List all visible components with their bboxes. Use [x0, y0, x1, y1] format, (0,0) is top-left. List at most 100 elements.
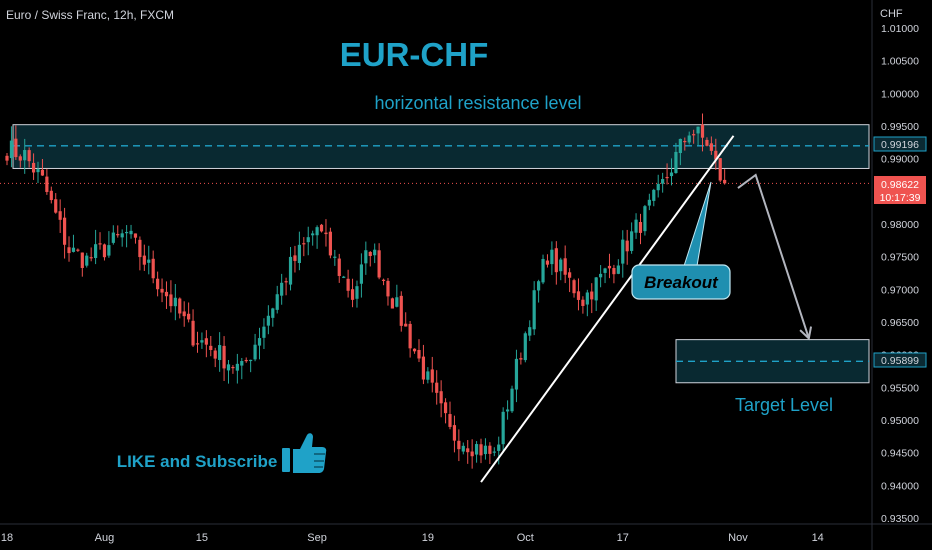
chart-title: EUR-CHF [340, 36, 488, 73]
candle-body [302, 243, 306, 245]
x-tick-label: 19 [422, 532, 434, 544]
resistance-price-tag: 0.99196 [873, 136, 927, 152]
x-tick-label: Aug [95, 532, 115, 544]
x-tick-label: Sep [307, 532, 327, 544]
candle-body [559, 259, 563, 272]
candle-body [156, 278, 160, 290]
candle-body [36, 169, 40, 173]
candle-body [696, 126, 700, 134]
candle-body [532, 290, 536, 330]
candle-body [49, 190, 53, 201]
candle-body [386, 280, 390, 297]
candle-body [213, 350, 217, 359]
candle-body [195, 343, 200, 345]
candle-body [288, 256, 293, 285]
x-tick-label: Nov [728, 532, 748, 544]
candle-body [647, 199, 651, 206]
candle-body [9, 140, 14, 159]
candle-body [390, 298, 395, 309]
candle-body [461, 445, 465, 452]
candle-body [231, 366, 235, 369]
candle-body [452, 425, 457, 441]
candle-body [554, 248, 558, 273]
candle-body [408, 323, 412, 349]
y-tick-label: 0.97500 [881, 252, 919, 264]
candle-body [71, 247, 76, 252]
last-price-value: 0.98622 [881, 179, 919, 191]
candle-body [599, 273, 603, 278]
y-tick-label: 1.00500 [881, 56, 919, 68]
candle-body [643, 206, 647, 232]
candle-body [297, 244, 301, 263]
candle-body [169, 294, 173, 307]
candle-body [638, 222, 643, 233]
candle-body [576, 291, 581, 300]
candle-body [40, 169, 45, 176]
candle-body [581, 299, 585, 306]
candle-body [200, 340, 204, 343]
candle-body [692, 134, 696, 136]
candle-body [98, 243, 102, 245]
candle-body [275, 294, 279, 310]
candle-body [683, 140, 687, 143]
candle-body [399, 295, 403, 326]
resistance-label: horizontal resistance level [374, 93, 581, 113]
thumbs-up-icon [282, 433, 327, 473]
y-tick-label: 1.01000 [881, 23, 919, 35]
candle-body [249, 359, 253, 362]
candle-body [669, 172, 674, 177]
candle-body [630, 231, 634, 251]
candle-body [133, 233, 138, 238]
candle-body [501, 411, 505, 445]
projection-path [737, 173, 810, 339]
candle-body [226, 364, 231, 371]
candle-body [27, 150, 31, 162]
time-axis[interactable]: 18 Aug 15 Sep 19 Oct 17 Nov 14 [1, 532, 824, 544]
candle-body [120, 233, 124, 238]
candle-body [368, 251, 372, 257]
candle-body [412, 348, 417, 352]
candle-body [537, 281, 541, 291]
candle-body [572, 280, 576, 294]
y-tick-label: 0.96500 [881, 317, 919, 329]
candle-body [590, 291, 594, 300]
candle-body [129, 230, 133, 235]
candle-body [253, 344, 257, 360]
candle-body [262, 326, 266, 338]
candle-body [395, 297, 399, 307]
candle-body [723, 179, 727, 184]
last-price-tag: 0.98622 10:17:39 [874, 176, 926, 204]
resistance-zone [12, 124, 870, 169]
y-tick-label: 0.99500 [881, 121, 919, 133]
candle-body [709, 143, 713, 151]
x-tick-label: Oct [517, 532, 534, 544]
candle-body [23, 150, 27, 161]
candle-body [306, 237, 310, 243]
y-tick-label: 1.00000 [881, 88, 919, 100]
y-tick-label: 0.95500 [881, 382, 919, 394]
candle-body [528, 327, 532, 336]
candle-body [404, 323, 408, 327]
candle-body [718, 158, 722, 181]
candle-body [550, 249, 554, 265]
candle-body [125, 231, 129, 234]
candle-body [519, 358, 523, 360]
candle-body [439, 391, 443, 404]
candle-body [257, 338, 262, 346]
candle-body [284, 281, 288, 283]
candle-body [218, 345, 222, 361]
candle-body [364, 250, 368, 264]
candle-body [568, 272, 572, 278]
y-tick-label: 0.97000 [881, 284, 919, 296]
candle-body [76, 249, 80, 251]
candle-body [18, 156, 22, 161]
candle-body [417, 349, 421, 359]
x-tick-label: 15 [196, 532, 208, 544]
candle-body [5, 155, 9, 161]
candle-body [160, 288, 164, 293]
y-tick-label: 0.93500 [881, 513, 919, 525]
candle-body [85, 255, 89, 266]
candle-body [674, 151, 678, 174]
candle-body [545, 260, 550, 265]
